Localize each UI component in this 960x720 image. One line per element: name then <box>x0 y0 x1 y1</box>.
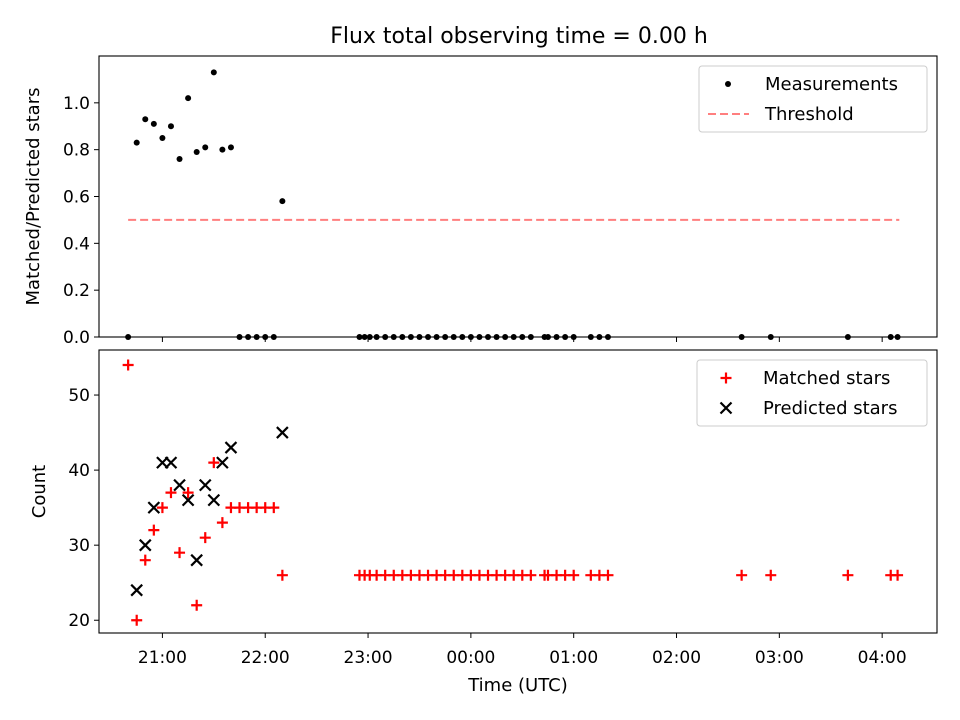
legend-label: Measurements <box>765 74 898 95</box>
x-tick-label: 01:00 <box>549 648 598 668</box>
data-point <box>150 120 157 127</box>
plot-area <box>125 69 901 340</box>
y-tick-label: 20 <box>68 611 90 631</box>
legend-plus-swatch <box>720 372 732 384</box>
data-point <box>216 517 228 529</box>
bottom-panel: 21:00 22:00 23:00 00:00 01:00 02:00 03:00 04:00… <box>29 349 938 696</box>
data-point <box>568 569 580 581</box>
data-point <box>133 139 140 146</box>
legend-x-swatch <box>719 401 733 415</box>
data-point <box>525 569 537 581</box>
data-point <box>190 553 203 567</box>
data-point <box>193 149 200 156</box>
y-tick-label: 0.8 <box>63 141 90 161</box>
y-tick-label: 0.2 <box>63 281 90 301</box>
data-point <box>199 532 211 544</box>
data-point <box>142 116 149 123</box>
x-tick-label: 03:00 <box>755 648 804 668</box>
x-tick-label: 04:00 <box>858 648 907 668</box>
y-tick-label: 0.0 <box>63 328 90 348</box>
x-tick-label: 00:00 <box>446 648 495 668</box>
y-tick-label: 50 <box>68 386 90 406</box>
data-point <box>176 156 183 163</box>
x-tick-label: 23:00 <box>344 648 393 668</box>
series-matched-stars <box>122 359 904 626</box>
legend-box <box>696 359 928 427</box>
data-point <box>227 144 234 151</box>
data-point <box>219 146 226 153</box>
y-axis-label: Count <box>29 465 50 518</box>
data-point <box>139 554 151 566</box>
data-point <box>210 69 217 76</box>
data-point <box>185 95 192 102</box>
data-point <box>148 524 160 536</box>
x-tick-label: 21:00 <box>138 648 187 668</box>
x-tick-label: 02:00 <box>652 648 701 668</box>
data-point <box>224 441 238 454</box>
data-point <box>202 144 209 151</box>
data-point <box>164 456 178 469</box>
data-point <box>167 123 174 130</box>
x-axis-label: Time (UTC) <box>467 675 568 696</box>
data-point <box>736 569 748 581</box>
data-point <box>130 583 143 597</box>
y-tick-label: 0.4 <box>63 234 90 254</box>
data-point <box>191 599 203 611</box>
legend-label: Predicted stars <box>763 398 897 419</box>
data-point <box>208 457 220 469</box>
data-point <box>182 487 194 499</box>
series-predicted-stars <box>130 426 289 597</box>
data-point <box>131 614 143 626</box>
data-point <box>174 547 186 559</box>
legend: Measurements Threshold <box>698 65 928 133</box>
axes-frame <box>98 55 938 338</box>
data-point <box>165 487 177 499</box>
chart-title: Flux total observing time = 0.00 h <box>330 24 708 49</box>
data-point <box>765 569 777 581</box>
legend-label: Matched stars <box>763 368 890 389</box>
data-point <box>602 569 614 581</box>
top-panel: 0.0 0.2 0.4 0.6 0.8 1.0 Matched/Predicted star… <box>23 55 938 348</box>
data-point <box>268 502 280 514</box>
plot-area <box>122 359 904 626</box>
legend-box <box>698 65 928 133</box>
y-axis-label: Matched/Predicted stars <box>23 88 44 306</box>
y-tick-label: 40 <box>68 461 90 481</box>
data-point <box>207 493 221 507</box>
legend-dot-swatch <box>725 81 731 87</box>
y-tick-label: 30 <box>68 536 90 556</box>
data-point <box>147 501 161 514</box>
y-tick-label: 1.0 <box>63 94 90 114</box>
data-point <box>198 478 212 492</box>
data-point <box>159 134 166 141</box>
data-point <box>842 569 854 581</box>
data-point <box>276 426 289 439</box>
data-point <box>173 478 186 492</box>
data-point <box>216 456 229 469</box>
data-point <box>892 569 904 581</box>
y-tick-label: 0.6 <box>63 188 90 208</box>
data-point <box>181 493 195 507</box>
x-tick-label: 22:00 <box>241 648 290 668</box>
axes-frame <box>98 349 938 634</box>
data-point <box>138 538 152 552</box>
data-point <box>122 359 134 371</box>
legend: Matched stars Predicted stars <box>696 359 928 427</box>
legend-label: Threshold <box>764 104 854 125</box>
data-point <box>156 502 168 514</box>
data-point <box>276 569 288 581</box>
data-point <box>279 198 286 205</box>
